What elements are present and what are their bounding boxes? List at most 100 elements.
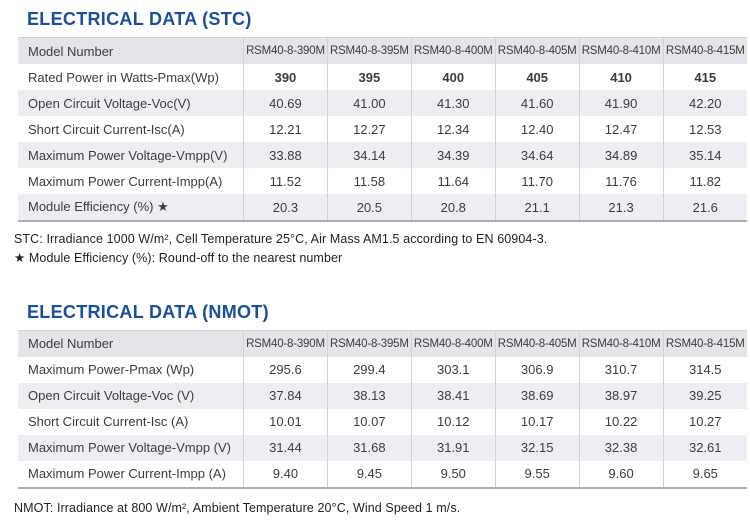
stc-footnotes: STC: Irradiance 1000 W/m², Cell Temperat… <box>14 230 750 268</box>
value-cell: 11.76 <box>578 168 664 194</box>
value-cell: 31.44 <box>243 434 328 461</box>
stc-table: Model Number RSM40-8-390M RSM40-8-395M RSM4… <box>18 37 747 222</box>
value-cell: 34.64 <box>494 142 580 168</box>
model-header-cell: RSM40-8-410M <box>578 330 664 357</box>
model-header-cell: RSM40-8-405M <box>494 37 580 64</box>
model-header-cell: RSM40-8-390M <box>243 330 328 357</box>
value-cell: 12.34 <box>410 116 496 142</box>
value-cell: 33.88 <box>243 142 328 168</box>
value-cell: 38.41 <box>410 382 496 409</box>
value-cell: 10.27 <box>662 408 747 435</box>
row-label: Module Efficiency (%) ★ <box>28 199 169 214</box>
model-header-cell: RSM40-8-415M <box>662 37 747 64</box>
row-label: Rated Power in Watts-Pmax(Wp) <box>28 69 219 85</box>
value-cell: 11.52 <box>243 168 328 194</box>
section-title-nmot: ELECTRICAL DATA (NMOT) <box>27 301 269 322</box>
value-cell: 9.40 <box>243 460 328 488</box>
table-row: Short Circuit Current-Isc(A) 12.21 12.27 12… <box>18 116 747 142</box>
row-label: Maximum Power Voltage-Vmpp (V) <box>28 440 232 455</box>
value-cell: 295.6 <box>243 356 328 383</box>
value-cell: 310.7 <box>578 356 664 383</box>
model-header-cell: RSM40-8-395M <box>326 37 412 64</box>
value-cell: 314.5 <box>662 356 747 383</box>
value-cell: 38.13 <box>326 382 412 409</box>
model-number-label: Model Number <box>28 43 114 59</box>
row-label: Maximum Power Current-Impp(A) <box>28 173 223 189</box>
table-row: Maximum Power Voltage-Vmpp (V) 31.44 31.68… <box>18 434 747 461</box>
model-header-cell: RSM40-8-415M <box>662 330 747 357</box>
value-cell: 9.55 <box>494 460 580 488</box>
value-cell: 390 <box>243 64 328 90</box>
value-cell: 41.00 <box>326 90 412 116</box>
model-header-cell: RSM40-8-405M <box>494 330 580 357</box>
value-cell: 12.40 <box>494 116 580 142</box>
value-cell: 41.90 <box>578 90 664 116</box>
value-cell: 10.22 <box>578 408 664 435</box>
table-row: Module Efficiency (%) ★ 20.3 20.5 20.8 21.1 2… <box>18 194 747 221</box>
value-cell: 32.15 <box>494 434 580 461</box>
model-header-cell: RSM40-8-395M <box>326 330 412 357</box>
value-cell: 9.45 <box>326 460 412 488</box>
value-cell: 306.9 <box>494 356 580 383</box>
value-cell: 12.27 <box>326 116 412 142</box>
row-label: Maximum Power-Pmax (Wp) <box>28 362 195 377</box>
value-cell: 37.84 <box>243 382 328 409</box>
value-cell: 10.12 <box>410 408 496 435</box>
nmot-table: Model Number RSM40-8-390M RSM40-8-395M RSM4… <box>18 329 747 489</box>
value-cell: 299.4 <box>326 356 412 383</box>
value-cell: 415 <box>662 64 747 90</box>
row-label: Open Circuit Voltage-Voc(V) <box>28 95 191 111</box>
value-cell: 12.53 <box>662 116 747 142</box>
table-row: Maximum Power Current-Impp(A) 11.52 11.58 1… <box>18 168 747 194</box>
table-header-row: Model Number RSM40-8-390M RSM40-8-395M RSM4… <box>18 330 747 357</box>
value-cell: 42.20 <box>662 90 747 116</box>
value-cell: 11.58 <box>326 168 412 194</box>
table-row: Open Circuit Voltage-Voc (V) 37.84 38.13 38… <box>18 382 747 409</box>
row-label: Maximum Power Current-Impp (A) <box>28 466 226 481</box>
value-cell: 10.07 <box>326 408 412 435</box>
value-cell: 21.6 <box>662 194 747 221</box>
table-row: Rated Power in Watts-Pmax(Wp) 390 395 400 40… <box>18 64 747 90</box>
value-cell: 9.60 <box>578 460 664 488</box>
row-label: Maximum Power Voltage-Vmpp(V) <box>28 147 228 163</box>
model-number-label: Model Number <box>28 336 114 351</box>
model-header-cell: RSM40-8-390M <box>243 37 328 64</box>
row-label: Short Circuit Current-Isc (A) <box>28 414 189 429</box>
value-cell: 31.91 <box>410 434 496 461</box>
value-cell: 410 <box>578 64 664 90</box>
value-cell: 9.65 <box>662 460 747 488</box>
value-cell: 405 <box>494 64 580 90</box>
value-cell: 40.69 <box>243 90 328 116</box>
value-cell: 10.01 <box>243 408 328 435</box>
value-cell: 32.61 <box>662 434 747 461</box>
footnote-nmot-conditions: NMOT: Irradiance at 800 W/m², Ambient Te… <box>14 500 461 515</box>
value-cell: 38.69 <box>494 382 580 409</box>
value-cell: 35.14 <box>662 142 747 168</box>
row-label: Open Circuit Voltage-Voc (V) <box>28 388 195 403</box>
value-cell: 41.30 <box>410 90 496 116</box>
footnote-module-efficiency: ★ Module Efficiency (%): Round-off to th… <box>14 250 343 265</box>
value-cell: 34.14 <box>326 142 412 168</box>
value-cell: 12.21 <box>243 116 328 142</box>
value-cell: 12.47 <box>578 116 664 142</box>
value-cell: 39.25 <box>662 382 747 409</box>
value-cell: 20.3 <box>243 194 328 221</box>
model-header-cell: RSM40-8-400M <box>410 37 496 64</box>
row-label: Short Circuit Current-Isc(A) <box>28 121 185 137</box>
table-header-row: Model Number RSM40-8-390M RSM40-8-395M RSM4… <box>18 37 747 64</box>
table-row: Maximum Power Current-Impp (A) 9.40 9.45 9.… <box>18 460 747 488</box>
table-row: Maximum Power-Pmax (Wp) 295.6 299.4 303.1 30… <box>18 356 747 383</box>
model-header-cell: RSM40-8-400M <box>410 330 496 357</box>
value-cell: 38.97 <box>578 382 664 409</box>
value-cell: 21.3 <box>578 194 664 221</box>
table-row: Maximum Power Voltage-Vmpp(V) 33.88 34.14 3… <box>18 142 747 168</box>
value-cell: 11.82 <box>662 168 747 194</box>
value-cell: 34.39 <box>410 142 496 168</box>
value-cell: 395 <box>326 64 412 90</box>
value-cell: 32.38 <box>578 434 664 461</box>
value-cell: 9.50 <box>410 460 496 488</box>
value-cell: 400 <box>410 64 496 90</box>
value-cell: 41.60 <box>494 90 580 116</box>
table-row: Short Circuit Current-Isc (A) 10.01 10.07 1… <box>18 408 747 435</box>
